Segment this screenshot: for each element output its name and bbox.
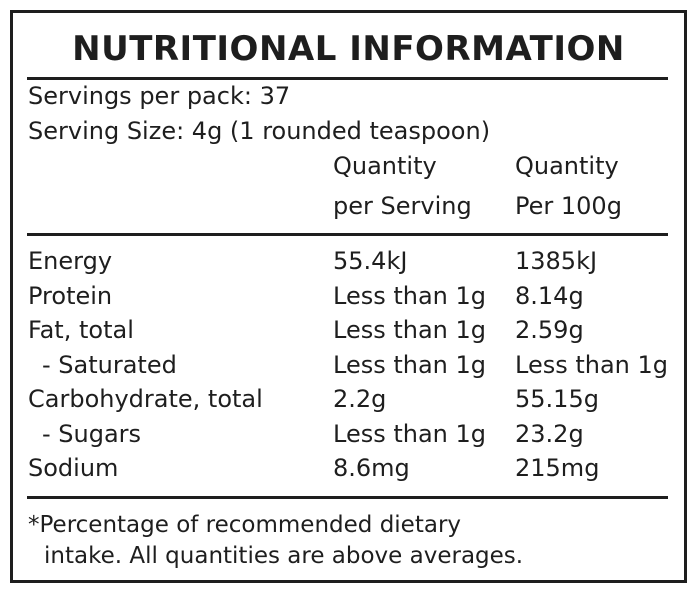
- per-100g-value: 1385kJ: [515, 247, 598, 275]
- footnote-line1: *Percentage of recommended dietary: [28, 512, 462, 538]
- footnote-line2: intake. All quantities are above average…: [44, 543, 524, 569]
- nutrition-panel: NUTRITIONAL INFORMATION Servings per pac…: [10, 10, 687, 583]
- nutrient-label: Fat, total: [28, 316, 134, 344]
- footer-divider: [27, 496, 668, 499]
- per-100g-value: 23.2g: [515, 420, 584, 448]
- header-divider: [27, 233, 668, 236]
- nutrient-label: Carbohydrate, total: [28, 385, 263, 413]
- col-header-per-100g-line1: Quantity: [515, 152, 619, 180]
- per-serving-value: 8.6mg: [333, 454, 410, 482]
- per-serving-value: Less than 1g: [333, 282, 487, 310]
- servings-per-pack: Servings per pack: 37: [28, 82, 291, 110]
- nutrient-label: - Saturated: [42, 351, 177, 379]
- per-serving-value: Less than 1g: [333, 351, 487, 379]
- per-serving-value: 55.4kJ: [333, 247, 408, 275]
- per-100g-value: Less than 1g: [515, 351, 669, 379]
- title-divider: [27, 77, 668, 80]
- per-100g-value: 8.14g: [515, 282, 584, 310]
- col-header-per-serving-line2: per Serving: [333, 192, 472, 220]
- per-100g-value: 2.59g: [515, 316, 584, 344]
- col-header-per-serving-line1: Quantity: [333, 152, 437, 180]
- col-header-per-100g-line2: Per 100g: [515, 192, 622, 220]
- per-serving-value: 2.2g: [333, 385, 387, 413]
- per-100g-value: 215mg: [515, 454, 600, 482]
- panel-title: NUTRITIONAL INFORMATION: [72, 29, 625, 69]
- nutrient-label: Protein: [28, 282, 113, 310]
- nutrient-label: Energy: [28, 247, 113, 275]
- nutrient-label: Sodium: [28, 454, 119, 482]
- per-serving-value: Less than 1g: [333, 420, 487, 448]
- serving-size: Serving Size: 4g (1 rounded teaspoon): [28, 117, 491, 145]
- per-100g-value: 55.15g: [515, 385, 599, 413]
- nutrient-label: - Sugars: [42, 420, 142, 448]
- footnote: *Percentage of recommended dietary intak…: [28, 510, 523, 572]
- per-serving-value: Less than 1g: [333, 316, 487, 344]
